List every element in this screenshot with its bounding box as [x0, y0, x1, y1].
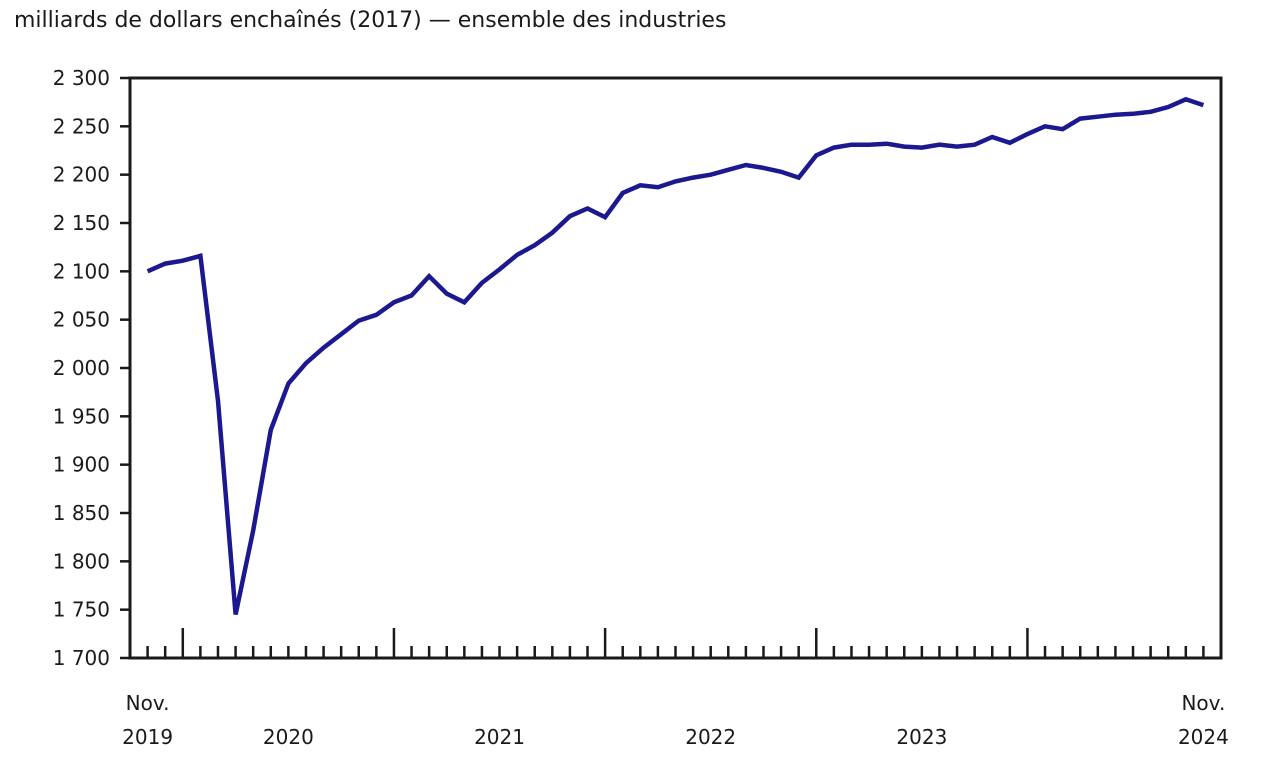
y-tick-label: 2 250	[53, 114, 110, 138]
y-tick-label: 2 000	[53, 356, 110, 380]
y-tick-label: 2 100	[53, 259, 110, 283]
x-label-year: 2021	[474, 725, 525, 749]
y-tick-label: 1 900	[53, 453, 110, 477]
y-tick-label: 1 950	[53, 404, 110, 428]
y-tick-label: 1 750	[53, 598, 110, 622]
x-label-end-month: Nov.	[1181, 691, 1225, 715]
y-axis: 1 700 1 750 1 800 1 850 1 900 1 950 2 000 2 050…	[53, 66, 130, 670]
x-label-year: 2022	[685, 725, 736, 749]
x-axis-labels: Nov. 2019 2020 2021 2022 2023 Nov. 2024	[122, 691, 1229, 749]
y-tick-label: 2 300	[53, 66, 110, 90]
x-label-year: 2020	[263, 725, 314, 749]
y-tick-label: 2 050	[53, 308, 110, 332]
y-tick-label: 1 850	[53, 501, 110, 525]
x-label-end-year: 2024	[1178, 725, 1229, 749]
y-tick-label: 1 700	[53, 646, 110, 670]
x-label-year: 2023	[896, 725, 947, 749]
y-tick-label: 1 800	[53, 549, 110, 573]
y-tick-label: 2 150	[53, 211, 110, 235]
x-label-start-month: Nov.	[126, 691, 170, 715]
plot-border	[128, 76, 1223, 660]
x-axis	[146, 628, 1205, 658]
y-tick-label: 2 200	[53, 163, 110, 187]
gdp-line	[146, 96, 1205, 615]
x-label-start-year: 2019	[122, 725, 173, 749]
chart-title: milliards de dollars enchaînés (2017) — …	[14, 8, 727, 33]
